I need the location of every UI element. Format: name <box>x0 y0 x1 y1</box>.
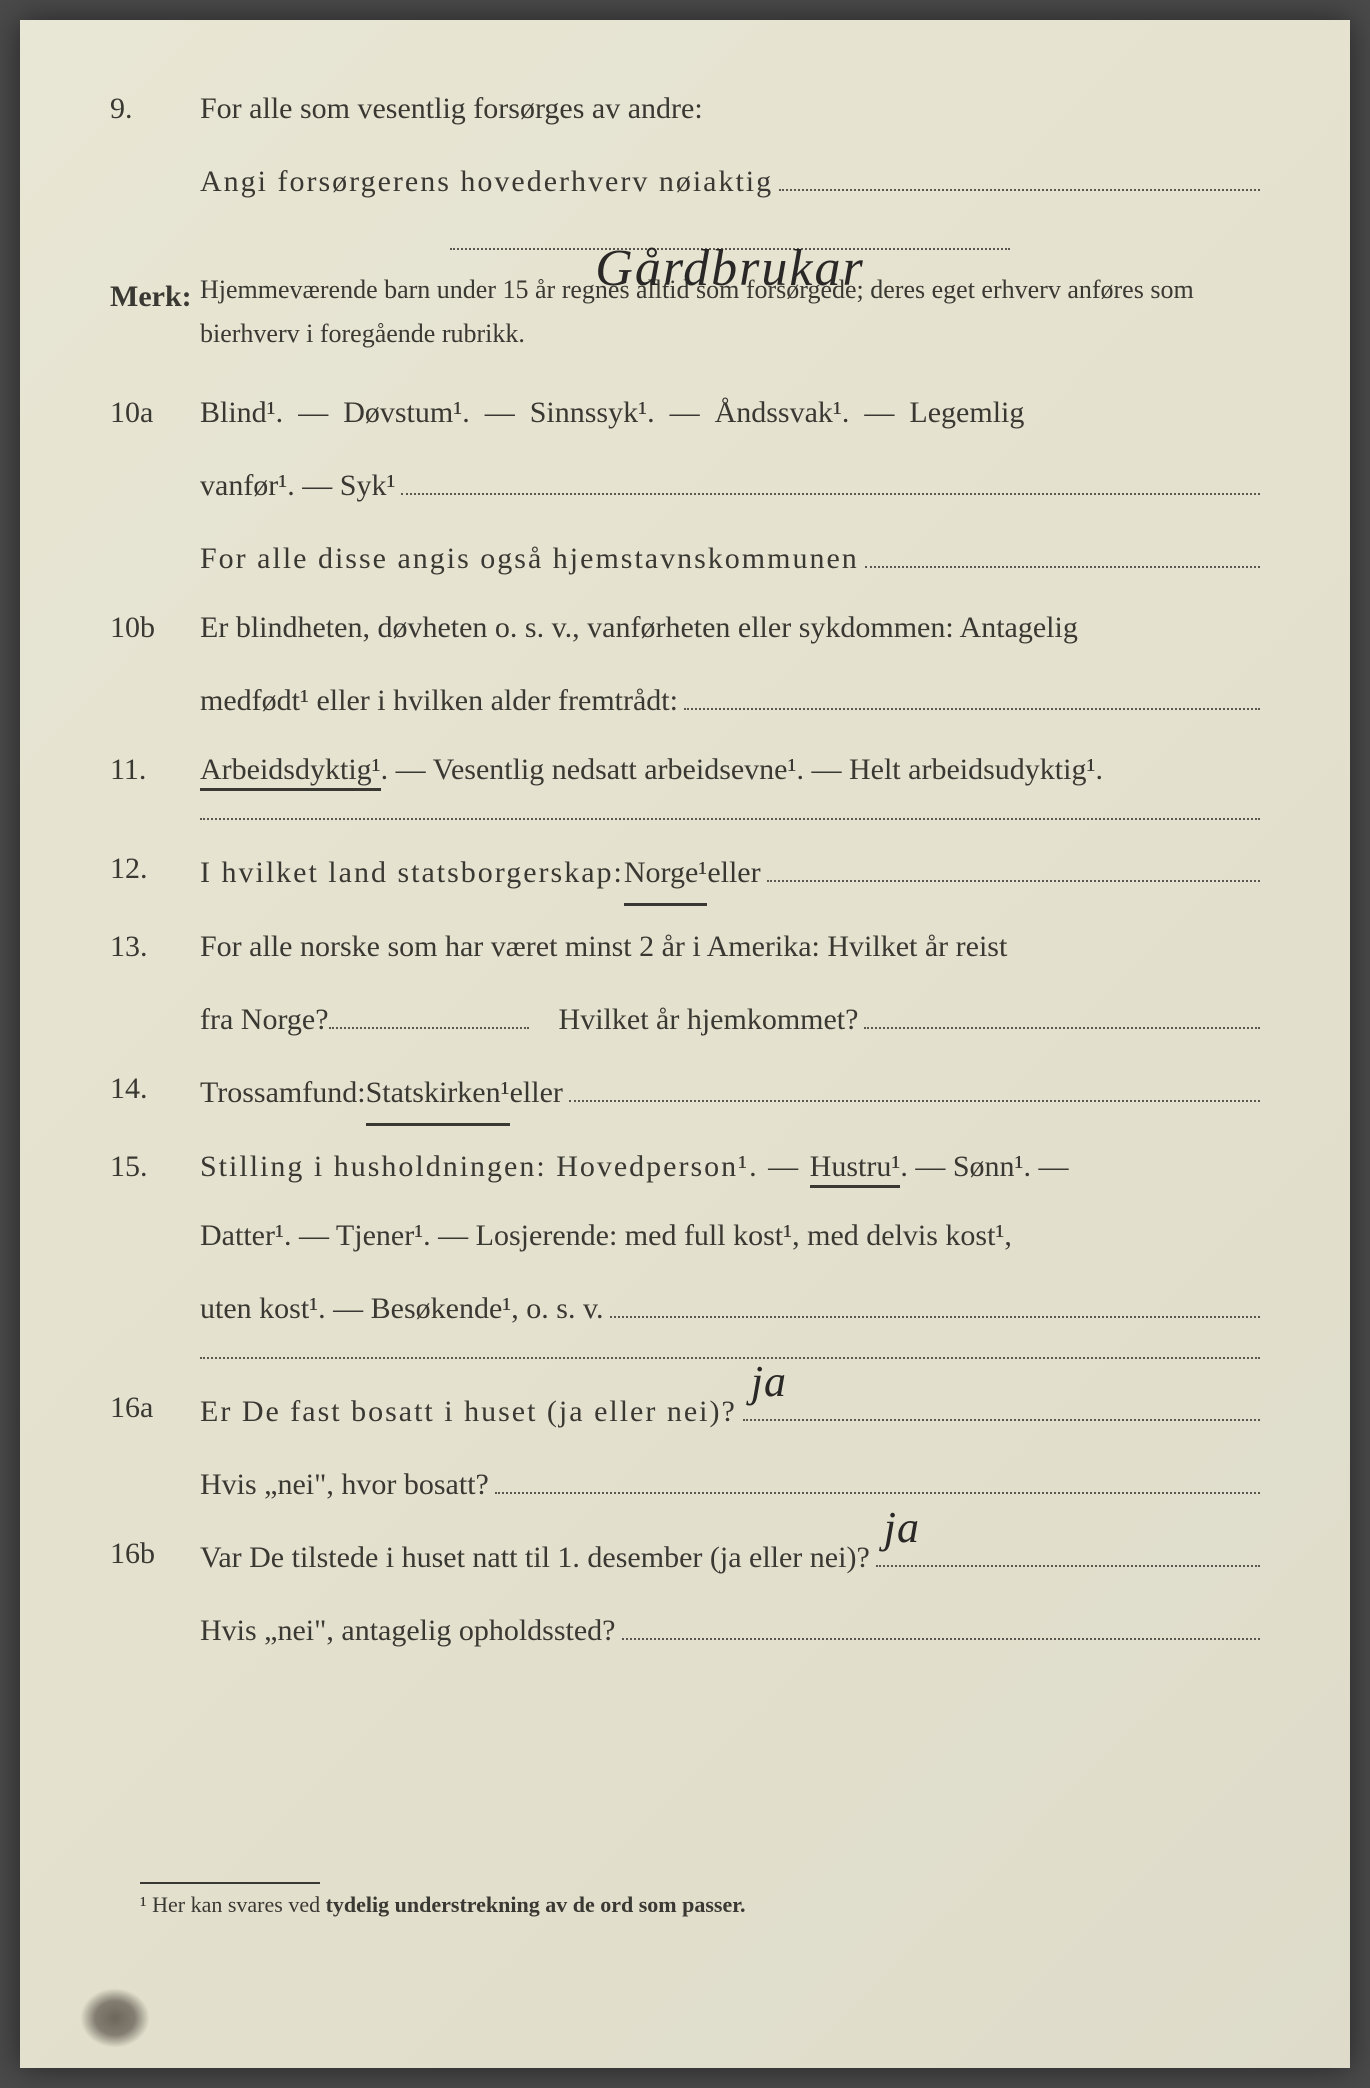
q15-text: Stilling i husholdningen: Hovedperson¹. … <box>200 1150 810 1183</box>
divider-1 <box>200 818 1260 820</box>
ink-stain <box>80 1988 150 2048</box>
q10a-blank <box>401 453 1260 495</box>
q9-handwritten-answer: Gårdbrukar <box>595 240 864 297</box>
question-9: 9. For alle som vesentlig forsørges av a… <box>110 80 1260 137</box>
q16b-answer-line: ja <box>876 1525 1260 1567</box>
question-13: 13. For alle norske som har været minst … <box>110 918 1260 975</box>
q10b-blank <box>684 668 1260 710</box>
q12-underlined: Norge¹ <box>624 844 707 906</box>
footnote-rule <box>140 1882 320 1884</box>
question-16a-line2: Hvis „nei", hvor bosatt? <box>110 1452 1260 1513</box>
q15-number: 15. <box>110 1138 200 1195</box>
footnote-marker: ¹ <box>140 1892 147 1917</box>
q9-prompt: Angi forsørgerens hovederhverv nøiaktig <box>200 153 773 210</box>
q14-blank <box>569 1060 1260 1102</box>
q10a-blank2 <box>865 526 1260 568</box>
q15-line2: Datter¹. — Tjener¹. — Losjerende: med fu… <box>200 1207 1260 1264</box>
q10b-number: 10b <box>110 599 200 656</box>
q16b-line2-text: Hvis „nei", antagelig opholdssted? <box>200 1602 616 1659</box>
q16b-blank <box>622 1598 1261 1640</box>
question-11: 11. Arbeidsdyktig¹. — Vesentlig nedsatt … <box>110 741 1260 798</box>
q15-blank <box>610 1276 1260 1318</box>
question-16b-line2: Hvis „nei", antagelig opholdssted? <box>110 1598 1260 1659</box>
q9-blank <box>779 149 1260 191</box>
q9-text: For alle som vesentlig forsørges av andr… <box>200 80 1260 137</box>
q16b-number: 16b <box>110 1525 200 1586</box>
q10a-options: Blind¹. — Døvstum¹. — Sinnssyk¹. — Åndss… <box>200 384 1260 441</box>
q16a-line2-text: Hvis „nei", hvor bosatt? <box>200 1456 489 1513</box>
q12-blank <box>767 840 1260 882</box>
q10b-text: Er blindheten, døvheten o. s. v., vanfør… <box>200 599 1260 656</box>
q13-return: Hvilket år hjemkommet? <box>559 991 859 1048</box>
footnote-bold: tydelig understrekning av de ord som pas… <box>326 1892 746 1917</box>
q15-rest: . — Sønn¹. — <box>900 1150 1068 1183</box>
question-10a-line2: vanfør¹. — Syk¹ <box>110 453 1260 514</box>
question-15-line3: uten kost¹. — Besøkende¹, o. s. v. <box>110 1276 1260 1337</box>
q14-rest: eller <box>510 1064 563 1121</box>
q11-rest: . — Vesentlig nedsatt arbeidsevne¹. — He… <box>381 753 1103 786</box>
q10b-line2-text: medfødt¹ eller i hvilken alder fremtrådt… <box>200 672 678 729</box>
question-10b-line2: medfødt¹ eller i hvilken alder fremtrådt… <box>110 668 1260 729</box>
question-16a: 16a Er De fast bosatt i huset (ja eller … <box>110 1379 1260 1440</box>
q16a-text: Er De fast bosatt i huset (ja eller nei)… <box>200 1383 737 1440</box>
q9-handwritten-line: Gårdbrukar <box>110 214 1260 250</box>
q16a-answer: ja <box>751 1340 787 1424</box>
question-15-line2: Datter¹. — Tjener¹. — Losjerende: med fu… <box>110 1207 1260 1264</box>
q16a-blank <box>495 1452 1260 1494</box>
q11-underlined: Arbeidsdyktig¹ <box>200 753 381 791</box>
q16a-answer-line: ja <box>743 1379 1260 1421</box>
question-10b: 10b Er blindheten, døvheten o. s. v., va… <box>110 599 1260 656</box>
question-15: 15. Stilling i husholdningen: Hovedperso… <box>110 1138 1260 1195</box>
q13-text: For alle norske som har været minst 2 år… <box>200 918 1260 975</box>
question-9-line2: Angi forsørgerens hovederhverv nøiaktig <box>110 149 1260 210</box>
q12-rest: eller <box>707 844 760 901</box>
question-14: 14. Trossamfund: Statskirken¹ eller <box>110 1060 1260 1126</box>
footnote: ¹ Her kan svares ved tydelig understrekn… <box>140 1882 746 1918</box>
q9-number: 9. <box>110 80 200 137</box>
question-12: 12. I hvilket land statsborgerskap: Norg… <box>110 840 1260 906</box>
q15-line3-text: uten kost¹. — Besøkende¹, o. s. v. <box>200 1280 604 1337</box>
q16b-answer: ja <box>884 1486 920 1570</box>
q13-blank2 <box>864 987 1260 1029</box>
q16b-text: Var De tilstede i huset natt til 1. dese… <box>200 1529 870 1586</box>
merk-label: Merk: <box>110 268 200 356</box>
question-10a-line3: For alle disse angis også hjemstavnskomm… <box>110 526 1260 587</box>
q14-text: Trossamfund: <box>200 1064 366 1121</box>
q10a-line3-text: For alle disse angis også hjemstavnskomm… <box>200 530 859 587</box>
q10a-number: 10a <box>110 384 200 441</box>
q9-answer-line: Gårdbrukar <box>450 214 1010 250</box>
q14-number: 14. <box>110 1060 200 1126</box>
q13-number: 13. <box>110 918 200 975</box>
q10a-line2-text: vanfør¹. — Syk¹ <box>200 457 395 514</box>
q16a-number: 16a <box>110 1379 200 1440</box>
q13-from: fra Norge? <box>200 991 329 1048</box>
question-13-line2: fra Norge? Hvilket år hjemkommet? <box>110 987 1260 1048</box>
q15-underlined: Hustru¹ <box>810 1150 901 1188</box>
q13-blank1 <box>329 993 529 1029</box>
divider-2 <box>200 1357 1260 1359</box>
question-16b: 16b Var De tilstede i huset natt til 1. … <box>110 1525 1260 1586</box>
q12-text: I hvilket land statsborgerskap: <box>200 844 624 901</box>
q12-number: 12. <box>110 840 200 906</box>
q14-underlined: Statskirken¹ <box>366 1064 510 1126</box>
footnote-text: Her kan svares ved <box>152 1892 326 1917</box>
question-10a: 10a Blind¹. — Døvstum¹. — Sinnssyk¹. — Å… <box>110 384 1260 441</box>
census-form-page: 9. For alle som vesentlig forsørges av a… <box>20 20 1350 2068</box>
q11-number: 11. <box>110 741 200 798</box>
